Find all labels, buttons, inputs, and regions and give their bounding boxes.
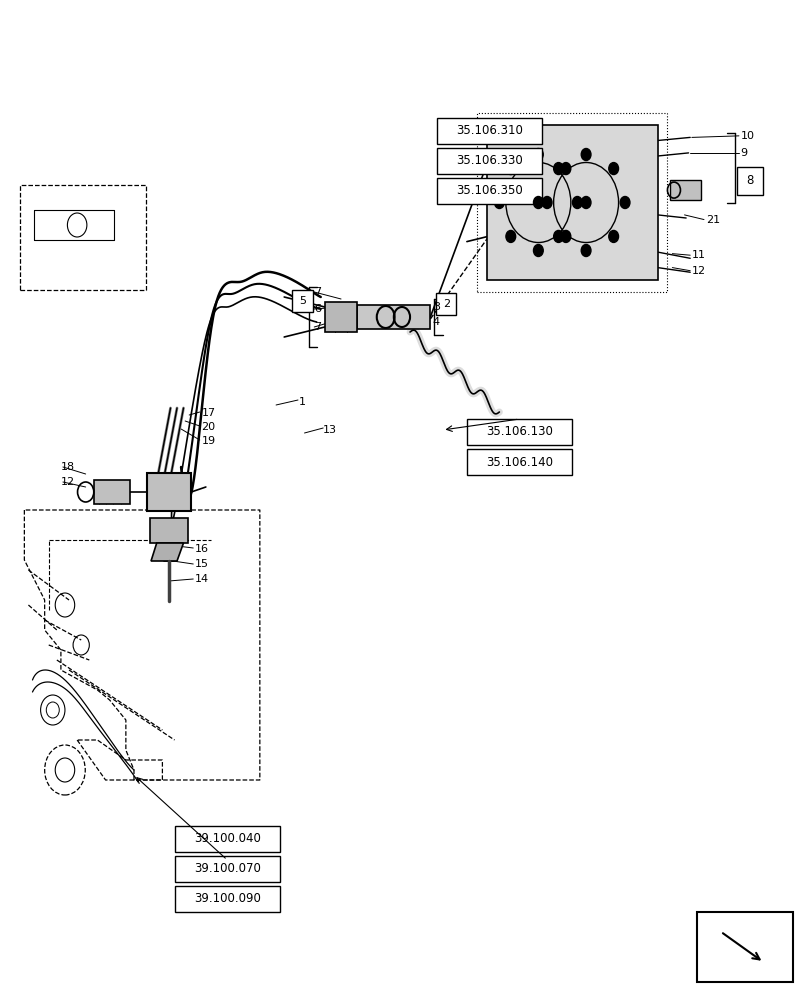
Bar [292, 290, 312, 312]
Text: 39.100.070: 39.100.070 [194, 862, 260, 876]
Text: 8: 8 [745, 174, 753, 187]
Circle shape [620, 196, 629, 209]
Text: 20: 20 [201, 422, 215, 432]
Circle shape [581, 244, 590, 256]
Text: 35.106.310: 35.106.310 [456, 124, 522, 137]
Text: 19: 19 [201, 436, 215, 446]
Bar [174, 856, 280, 882]
Circle shape [533, 196, 543, 209]
Text: 35.106.350: 35.106.350 [456, 184, 522, 198]
Text: 9: 9 [740, 148, 747, 158]
Text: 4: 4 [432, 317, 440, 327]
Bar [736, 167, 762, 195]
Text: 17: 17 [201, 408, 215, 418]
Bar [436, 148, 542, 174]
Circle shape [608, 230, 618, 242]
Bar [324, 302, 357, 332]
Bar [466, 419, 572, 445]
Circle shape [560, 230, 570, 242]
Text: 12: 12 [691, 266, 705, 276]
Bar [477, 113, 667, 292]
Circle shape [560, 163, 570, 175]
Text: 35.106.130: 35.106.130 [486, 425, 552, 438]
Circle shape [553, 163, 563, 175]
Bar [146, 473, 191, 511]
Bar [466, 449, 572, 475]
Text: 12: 12 [61, 477, 75, 487]
Bar [436, 293, 456, 315]
Bar [357, 305, 430, 329]
Circle shape [494, 196, 504, 209]
Text: 10: 10 [740, 131, 753, 141]
Circle shape [608, 163, 618, 175]
Text: 13: 13 [323, 425, 337, 435]
Circle shape [533, 148, 543, 160]
Text: 21: 21 [706, 215, 719, 225]
Text: 1: 1 [298, 397, 306, 407]
Circle shape [581, 196, 590, 209]
Bar [149, 518, 187, 543]
Text: 6: 6 [314, 304, 321, 314]
Bar [93, 480, 130, 504]
Bar [20, 185, 146, 290]
Text: 35.106.140: 35.106.140 [486, 456, 552, 468]
Circle shape [505, 230, 515, 242]
Text: 7: 7 [314, 322, 321, 332]
Text: 16: 16 [195, 544, 208, 554]
Text: 35.106.330: 35.106.330 [456, 154, 522, 167]
Text: 15: 15 [195, 559, 208, 569]
Bar [696, 912, 792, 982]
Bar [487, 125, 657, 280]
Text: 2: 2 [442, 299, 449, 309]
Circle shape [505, 163, 515, 175]
Circle shape [542, 196, 551, 209]
Text: 39.100.040: 39.100.040 [194, 832, 260, 846]
Text: 14: 14 [195, 574, 208, 584]
Text: 5: 5 [298, 296, 306, 306]
Bar [174, 886, 280, 912]
Circle shape [572, 196, 581, 209]
Bar [436, 118, 542, 144]
Bar [436, 178, 542, 204]
Polygon shape [151, 543, 183, 561]
Circle shape [553, 230, 563, 242]
Text: 18: 18 [61, 462, 75, 472]
Bar [669, 180, 700, 200]
Text: 39.100.090: 39.100.090 [194, 893, 260, 906]
Circle shape [581, 148, 590, 160]
Circle shape [533, 244, 543, 256]
Text: 3: 3 [432, 302, 440, 312]
Bar [174, 826, 280, 852]
Text: 11: 11 [691, 250, 705, 260]
Text: 7: 7 [314, 287, 321, 297]
